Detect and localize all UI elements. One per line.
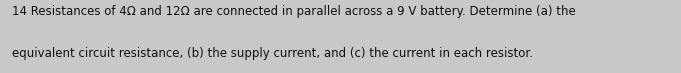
Text: equivalent circuit resistance, (b) the supply current, and (c) the current in ea: equivalent circuit resistance, (b) the s… [12, 47, 533, 60]
Text: 14 Resistances of 4Ω and 12Ω are connected in parallel across a 9 V battery. Det: 14 Resistances of 4Ω and 12Ω are connect… [12, 5, 576, 18]
